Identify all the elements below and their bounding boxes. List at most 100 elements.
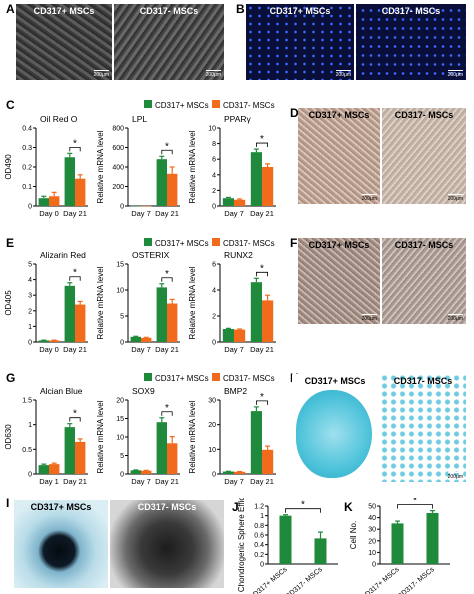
panel-f-image-neg: CD317- MSCs 200μm (382, 238, 466, 324)
c2-ylabel: Relative mRNA level (96, 130, 105, 203)
g2-bar-0-1 (156, 422, 167, 474)
panel-letter-g: G (6, 371, 16, 385)
panel-letter-b: B (236, 2, 245, 16)
legend-e-neg-label: CD317- MSCs (223, 239, 275, 248)
g3-bar-1-0 (234, 471, 246, 474)
k-ytick-label-1: 10 (368, 550, 376, 557)
e2-ylabel: Relative mRNA level (96, 266, 105, 339)
g1-bar-1-1 (75, 441, 86, 474)
g3-sig-star-0: * (260, 392, 264, 403)
c2-bar-0-0 (130, 205, 141, 207)
e1-ytick-label-5: 5 (28, 262, 32, 269)
g2-xtick-label-1: Day 21 (155, 477, 179, 486)
g2-title: SOX9 (132, 386, 155, 396)
g1-bar-1-0 (49, 464, 60, 474)
g1-ytick-label-2: 1 (28, 422, 32, 429)
g1-ytick-label-0: 0 (28, 472, 32, 479)
c2-xtick-label-1: Day 21 (155, 209, 179, 218)
g3-ytick-label-0: 0 (212, 472, 216, 479)
g3-xtick-label-0: Day 7 (224, 477, 244, 486)
e3-sig-bracket-0 (256, 271, 268, 277)
e1-ylabel: OD405 (4, 290, 13, 316)
e1-ytick-label-3: 3 (28, 293, 32, 300)
chart-alizarin-red: Alizarin Red OD405 0 1 2 3 4 5 Day 0 Day 21 * (4, 250, 88, 354)
panel-d-label-neg: CD317- MSCs (394, 110, 454, 120)
panel-a-label-neg: CD317- MSCs (139, 6, 199, 16)
g1-title: Alcian Blue (40, 386, 83, 396)
e3-bar-0-0 (222, 329, 234, 342)
c1-bar-1-1 (75, 178, 86, 206)
e1-sig-star-0: * (73, 268, 77, 279)
e3-bar-1-0 (234, 329, 246, 342)
panel-d-scale: 200μm (361, 194, 377, 202)
panel-f-image-pos: CD317+ MSCs 200μm (298, 238, 380, 324)
chart-sox9: SOX9 Relative mRNA level 0 5 10 15 20 Day 7 Day … (96, 386, 180, 486)
e2-ytick-label-0: 0 (120, 340, 124, 347)
c1-ytick-label-1: 0.1 (22, 184, 32, 191)
e2-xtick-label-0: Day 7 (131, 345, 151, 354)
g1-sig-bracket-0 (69, 417, 81, 422)
j-ytick-label-1: 0.2 (254, 552, 264, 559)
j-ytick-label-3: 0.6 (254, 533, 264, 540)
panel-f-label-pos: CD317+ MSCs (308, 240, 370, 250)
e1-sig-bracket-0 (69, 276, 81, 281)
e1-xtick-label-0: Day 0 (39, 345, 59, 354)
panel-i-image-neg: CD317- MSCs (110, 500, 224, 588)
g2-bar-0-0 (130, 470, 141, 474)
panel-letter-f: F (290, 236, 298, 250)
e3-bar-0-1 (250, 282, 262, 342)
panel-letter-e: E (6, 236, 15, 250)
j-ytick-label-6: 1.2 (254, 504, 264, 511)
g3-xtick-label-1: Day 21 (250, 477, 274, 486)
chart-lpl: LPL Relative mRNA level 0 200 400 600 800 Day 7… (96, 114, 180, 218)
g2-ylabel: Relative mRNA level (96, 400, 105, 473)
panel-d-scale-2: 200μm (447, 194, 463, 202)
panel-d-image-neg: CD317- MSCs 200μm (382, 108, 466, 204)
e1-xtick-label-1: Day 21 (63, 345, 87, 354)
g1-xtick-label-1: Day 21 (63, 477, 87, 486)
c1-sig-star-0: * (73, 138, 77, 149)
g1-bar-0-0 (38, 465, 49, 474)
panel-i-label-pos: CD317+ MSCs (30, 502, 92, 512)
j-bar-0-0 (279, 515, 292, 564)
g1-sig-star-0: * (73, 409, 77, 420)
e1-ytick-label-0: 0 (28, 340, 32, 347)
e2-ytick-label-1: 5 (120, 314, 124, 321)
c1-xtick-label-0: Day 0 (39, 209, 59, 218)
c3-title: PPARγ (224, 114, 252, 124)
legend-e-pos-label: CD317+ MSCs (155, 239, 209, 248)
c2-ytick-label-4: 800 (112, 126, 124, 133)
j-xtick-label-1: CD317- MSCs (285, 566, 324, 594)
c3-ytick-label-2: 4 (212, 172, 216, 179)
panel-letter-a: A (6, 2, 15, 16)
e3-ylabel: Relative mRNA level (188, 266, 197, 339)
e3-bar-1-1 (262, 300, 274, 342)
legend-c: CD317+ MSCs CD317- MSCs (144, 100, 275, 110)
panel-d-label-pos: CD317+ MSCs (308, 110, 370, 120)
legend-g-pos-label: CD317+ MSCs (155, 374, 209, 383)
c2-bar-1-1 (167, 173, 178, 206)
legend-e: CD317+ MSCs CD317- MSCs (144, 238, 275, 248)
g1-xtick-label-0: Day 1 (39, 477, 59, 486)
panel-b-scale: 200μm (335, 70, 351, 78)
panel-a-image-neg: CD317- MSCs 200μm (114, 4, 224, 80)
k-ytick-label-2: 20 (368, 538, 376, 545)
c3-ytick-label-0: 0 (212, 204, 216, 211)
k-sig-star-0: * (413, 498, 417, 507)
g2-bar-1-1 (167, 443, 178, 474)
chart-alcian-blue: Alcian Blue OD630 0 0.5 1 1.5 Day 1 Day 21 * (4, 386, 88, 486)
panel-h-label-neg: CD317- MSCs (393, 376, 453, 386)
g2-xtick-label-0: Day 7 (131, 477, 151, 486)
c3-sig-star-0: * (260, 134, 264, 145)
legend-g: CD317+ MSCs CD317- MSCs (144, 373, 275, 383)
g2-sig-bracket-0 (161, 411, 173, 416)
c1-ytick-label-0: 0 (28, 204, 32, 211)
g3-ytick-label-1: 10 (208, 447, 216, 454)
c3-ytick-label-3: 6 (212, 157, 216, 164)
panel-h-scale: 200μm (447, 472, 463, 480)
g2-bar-1-0 (141, 470, 152, 474)
e3-xtick-label-1: Day 21 (250, 345, 274, 354)
j-ytick-label-2: 0.4 (254, 542, 264, 549)
g2-ytick-label-2: 10 (116, 435, 124, 442)
